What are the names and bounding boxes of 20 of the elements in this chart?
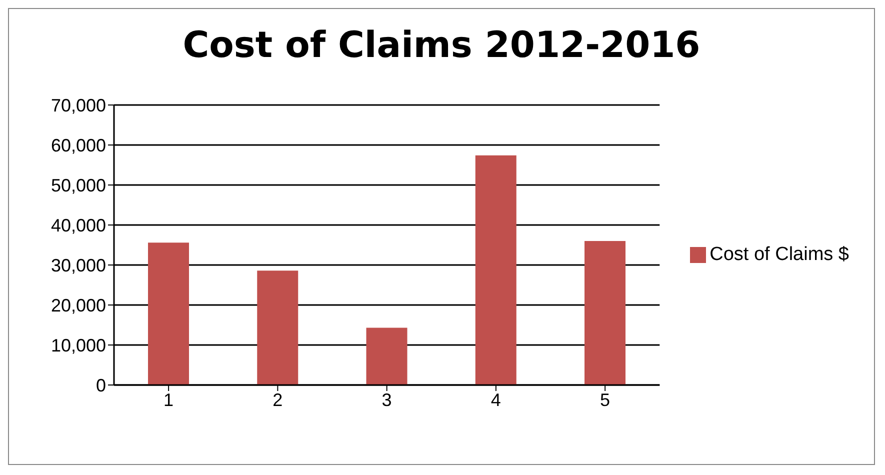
bar <box>257 270 298 385</box>
chart-title: Cost of Claims 2012-2016 <box>182 25 702 68</box>
y-tick-label: 30,000 <box>50 255 106 276</box>
bar <box>366 328 408 385</box>
legend-label: Cost of Claims $ <box>710 244 849 265</box>
bar <box>148 242 189 385</box>
y-tick-label: 0 <box>96 375 106 396</box>
y-tick-label: 20,000 <box>50 295 106 316</box>
x-tick-label: 1 <box>164 390 174 410</box>
x-tick-label: 3 <box>382 390 392 410</box>
x-tick-label: 2 <box>272 390 283 410</box>
y-tick-label: 70,000 <box>50 95 106 116</box>
x-tick-label: 5 <box>600 390 610 410</box>
y-tick-label: 40,000 <box>50 215 106 236</box>
x-tick-label: 4 <box>490 390 501 410</box>
y-tick-label: 50,000 <box>50 175 106 196</box>
y-tick-label: 10,000 <box>50 335 106 356</box>
bar <box>584 241 626 385</box>
y-tick-label: 60,000 <box>50 135 106 156</box>
bar <box>475 155 516 385</box>
